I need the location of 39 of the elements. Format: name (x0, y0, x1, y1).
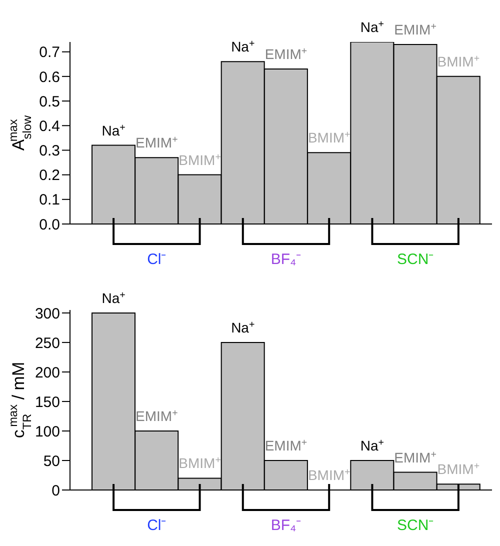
data-label: BMIM$^{+}$ (308, 129, 351, 146)
y-tick-label: 0 (52, 482, 60, 500)
y-tick-label: 250 (34, 334, 60, 352)
data-label: EMIM$^{+}$ (136, 134, 178, 151)
y-tick-label: 0.5 (39, 93, 60, 110)
x-tick-label: BF₄⁻ (270, 251, 302, 268)
y-tick-label: 0.6 (39, 68, 60, 86)
data-label: BMIM$^{+}$ (308, 466, 351, 483)
y-tick-label: 0.7 (39, 44, 60, 62)
y-tick-label: 0.3 (39, 142, 60, 160)
x-tick-label: SCN⁻ (396, 517, 434, 534)
data-label: Na$^{+}$ (360, 436, 384, 454)
data-label: BMIM$^{+}$ (178, 151, 222, 168)
data-label: BMIM$^{+}$ (437, 460, 480, 478)
y-tick-label: 300 (34, 305, 60, 322)
x-tick-label: Cl⁻ (147, 517, 166, 534)
y-tick-label: 200 (34, 364, 60, 382)
data-label: EMIM$^{+}$ (136, 407, 178, 424)
data-label: Na$^{+}$ (102, 289, 126, 306)
x-tick-label: BF₄⁻ (270, 517, 302, 534)
y-tick-label: 150 (34, 394, 60, 411)
data-label: BMIM$^{+}$ (437, 52, 480, 70)
data-label: EMIM$^{+}$ (394, 448, 437, 466)
data-label: EMIM$^{+}$ (394, 20, 437, 38)
y-tick-label: 0.1 (39, 192, 60, 209)
data-label: EMIM$^{+}$ (264, 46, 308, 62)
y-tick-label: 50 (43, 452, 60, 470)
data-label: BMIM$^{+}$ (178, 454, 222, 472)
data-label: Na$^{+}$ (102, 122, 126, 138)
y-tick-label: 100 (34, 423, 60, 440)
data-label: EMIM$^{+}$ (264, 436, 308, 454)
data-label: Na$^{+}$ (231, 38, 255, 55)
data-label: Na$^{+}$ (360, 18, 384, 35)
y-tick-label: 0.0 (39, 216, 60, 234)
data-label: Na$^{+}$ (231, 318, 255, 336)
x-tick-label: Cl⁻ (147, 251, 166, 268)
y-tick-label: 0.2 (39, 167, 60, 184)
x-tick-label: SCN⁻ (396, 251, 434, 268)
y-tick-label: 0.4 (39, 118, 60, 135)
